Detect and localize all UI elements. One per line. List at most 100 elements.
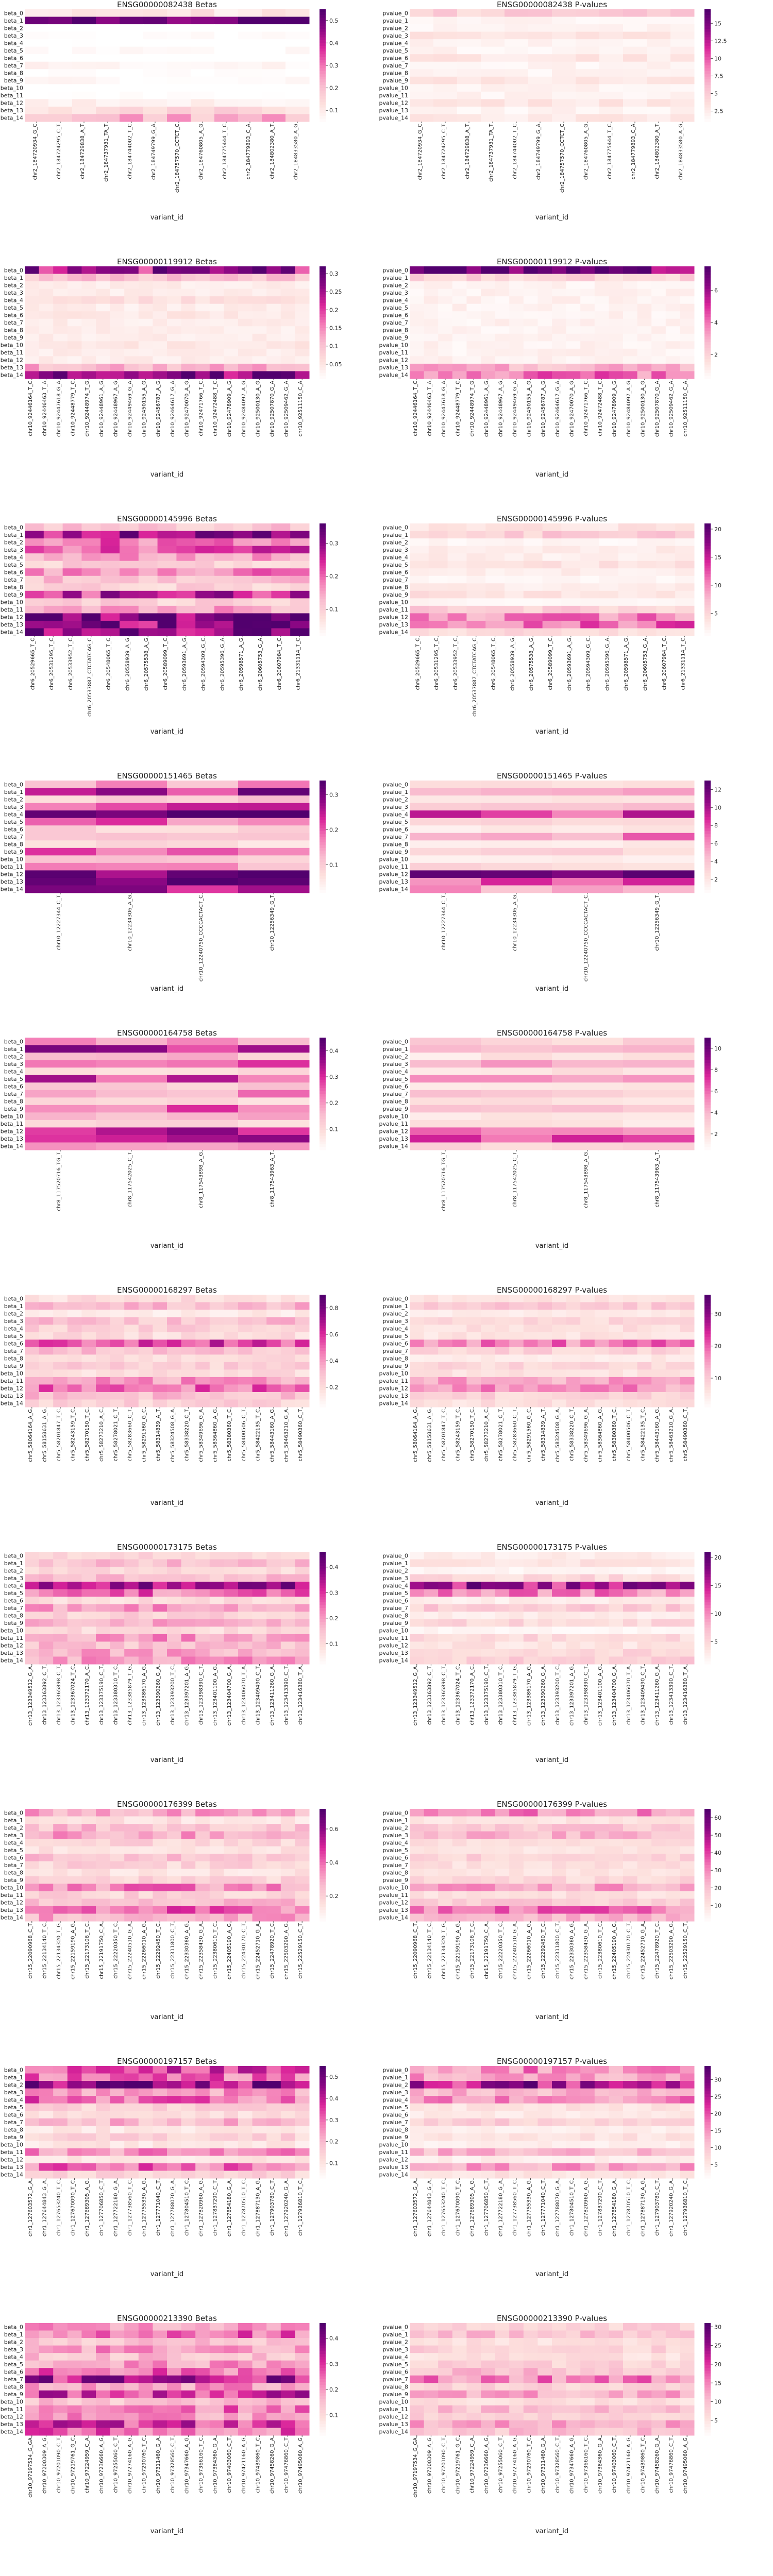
column-tick-label: chr13_123363892_C_T: [42, 1666, 47, 1725]
colorbar-segment: [320, 1367, 326, 1371]
heatmap-cell: [214, 620, 234, 629]
heatmap-cell: [39, 1816, 54, 1824]
heatmap-cell: [637, 568, 657, 577]
heatmap-cell: [153, 348, 167, 357]
heatmap-cell: [295, 341, 310, 349]
heatmap-cell: [138, 1559, 153, 1567]
heatmap-cell: [495, 1567, 510, 1575]
colorbar-segment: [704, 1608, 711, 1612]
heatmap-cell: [618, 531, 638, 539]
heatmap-cell: [410, 1876, 425, 1884]
heatmap-cell: [665, 311, 680, 319]
heatmap-cell: [466, 1567, 481, 1575]
heatmap-cell: [120, 61, 144, 70]
heatmap-cell: [167, 1377, 182, 1385]
heatmap-cell: [637, 1340, 652, 1348]
column-tick-label: chr13_123393200_T_C: [170, 1666, 176, 1725]
heatmap-cell: [81, 1559, 96, 1567]
row-tick-label: beta_12: [1, 100, 23, 107]
heatmap-cell: [120, 99, 144, 107]
heatmap-cell: [552, 1362, 567, 1370]
heatmap-cell: [195, 274, 210, 282]
colorbar-segment: [320, 1295, 326, 1298]
heatmap-cell: [495, 1302, 510, 1310]
heatmap-cell: [53, 1869, 68, 1877]
heatmap-cell: [39, 1876, 54, 1884]
heatmap-cell: [580, 1597, 595, 1605]
heatmap-cell: [81, 1589, 96, 1597]
row-tick-label: beta_2: [4, 1310, 23, 1317]
heatmap-cell: [656, 538, 676, 547]
colorbar-segment: [704, 621, 711, 625]
heatmap-cell: [167, 1816, 182, 1824]
heatmap-cell: [53, 1377, 68, 1385]
colorbar-segment: [320, 1130, 326, 1133]
column-tick-label: chr13_123401100_A_G: [213, 1666, 219, 1726]
colorbar-segment: [704, 870, 711, 874]
heatmap-cell: [67, 1876, 82, 1884]
colorbar-segment: [320, 1868, 326, 1871]
colorbar-tick-label: 0.2: [329, 1893, 339, 1900]
heatmap-cell: [495, 1369, 510, 1378]
heatmap-cell: [566, 1869, 581, 1877]
heatmap-cell: [410, 1097, 481, 1106]
heatmap-cell: [181, 341, 196, 349]
heatmap-cell: [81, 575, 101, 584]
heatmap-cell: [25, 61, 49, 70]
colorbar-segment: [704, 362, 711, 365]
heatmap-cell: [100, 546, 120, 554]
heatmap-cell: [410, 1552, 425, 1560]
heatmap-cell: [181, 1816, 196, 1824]
heatmap-cell: [623, 1913, 638, 1922]
heatmap-cell: [623, 326, 638, 334]
heatmap-cell: [452, 1347, 467, 1355]
heatmap-cell: [609, 1377, 624, 1385]
heatmap-cell: [594, 1399, 609, 1408]
heatmap-cell: [566, 356, 581, 364]
colorbar-segment: [320, 811, 326, 815]
heatmap-cell: [138, 1589, 153, 1597]
heatmap-cell: [438, 326, 453, 334]
heatmap-cell: [96, 1619, 111, 1627]
heatmap-cell: [509, 1854, 524, 1862]
column-tick-label: chr15_22159190_A_G: [456, 1923, 461, 1979]
heatmap-cell: [25, 1112, 96, 1121]
heatmap-cell: [96, 1567, 111, 1575]
column-tick-label: chr10_92471766_T_C: [198, 381, 204, 436]
heatmap-cell: [647, 54, 671, 62]
colorbar-segment: [320, 882, 326, 885]
colorbar-segment: [704, 839, 711, 843]
heatmap-cell: [675, 583, 695, 591]
heatmap-cell: [252, 1295, 267, 1303]
heatmap-cell: [25, 1816, 40, 1824]
heatmap-panel: ENSG00000151465 P-valuespvalue_0pvalue_1…: [379, 771, 721, 993]
column-tick-label: chr6_20548065_T_C: [106, 638, 112, 690]
heatmap-cell: [153, 1846, 167, 1854]
colorbar-segment: [704, 1825, 711, 1829]
heatmap-cell: [481, 1332, 496, 1340]
heatmap-cell: [167, 810, 239, 819]
heatmap-cell: [153, 289, 167, 297]
heatmap-cell: [81, 1831, 96, 1839]
colorbar-segment: [704, 1809, 711, 1812]
heatmap-cell: [176, 613, 196, 621]
heatmap-cell: [214, 583, 234, 591]
colorbar-segment: [320, 1116, 326, 1120]
colorbar-segment: [704, 308, 711, 312]
heatmap-cell: [505, 114, 529, 122]
heatmap-cell: [509, 1641, 524, 1650]
heatmap-cell: [609, 1869, 624, 1877]
column-tick-label: chr10_92446463_T_A: [42, 381, 47, 436]
heatmap-cell: [224, 1861, 239, 1869]
heatmap-cell: [110, 1876, 125, 1884]
heatmap-cell: [599, 620, 619, 629]
heatmap-cell: [167, 91, 191, 99]
heatmap-cell: [96, 31, 120, 40]
heatmap-cell: [266, 1891, 281, 1899]
heatmap-cell: [505, 568, 524, 577]
heatmap-cell: [96, 348, 111, 357]
row-tick-label: beta_9: [4, 849, 23, 855]
heatmap-cell: [623, 1399, 638, 1408]
heatmap-cell: [637, 1634, 652, 1642]
heatmap-cell: [580, 1899, 595, 1907]
